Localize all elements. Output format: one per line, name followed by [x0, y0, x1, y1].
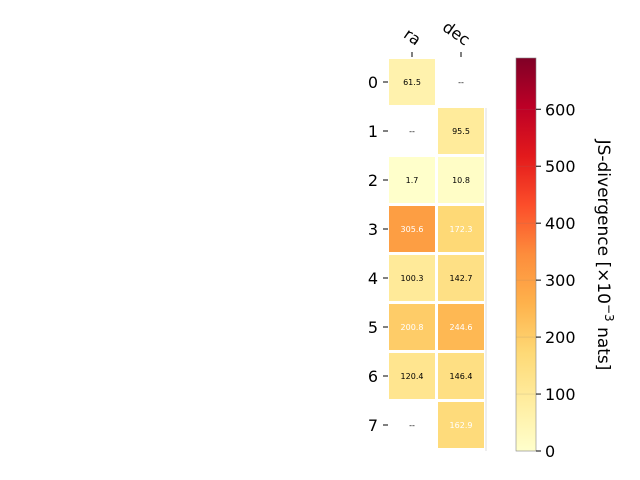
cell-value-label: 95.5 — [452, 127, 470, 136]
row-tick-label: 0 — [368, 73, 378, 92]
heatmap-cell — [438, 353, 484, 399]
colorbar-tick-label: 100 — [545, 385, 576, 404]
row-tick-label: 6 — [368, 367, 378, 386]
heatmap-cells: 61.5 -- -- 95.5 1.7 10.8 305.6 172.3 100.3 142.7 2… — [389, 59, 487, 451]
cell-value-label: -- — [458, 78, 464, 87]
heatmap-cell — [438, 206, 484, 252]
cell-value-label: 1.7 — [406, 176, 419, 185]
heatmap-cell — [389, 304, 435, 350]
colorbar-tick-label: 0 — [545, 442, 555, 461]
row-tick-labels: 0 1 2 3 4 5 6 7 — [368, 73, 388, 435]
cell-value-label: 162.9 — [450, 421, 473, 430]
cell-value-label: 172.3 — [450, 225, 473, 234]
cell-value-label: -- — [409, 421, 415, 430]
column-tick-label: dec — [439, 17, 473, 49]
colorbar: 0 100 200 300 400 500 600 JS-divergence [×10−3… — [515, 57, 616, 461]
colorbar-tick-label: 200 — [545, 328, 576, 347]
heatmap-cell — [389, 59, 435, 105]
row-tick-label: 2 — [368, 171, 378, 190]
row-tick-label: 1 — [368, 122, 378, 141]
heatmap-cell — [438, 304, 484, 350]
cell-value-label: 61.5 — [403, 78, 421, 87]
colorbar-tick-label: 600 — [545, 100, 576, 119]
colorbar-ticks: 0 100 200 300 400 500 600 — [516, 100, 576, 461]
heatmap-cell — [438, 108, 484, 154]
column-tick-label: ra — [400, 24, 424, 49]
colorbar-tick-label: 300 — [545, 271, 576, 290]
cell-value-label: -- — [409, 127, 415, 136]
row-tick-label: 3 — [368, 220, 378, 239]
cell-value-label: 146.4 — [450, 372, 473, 381]
heatmap-cell — [389, 206, 435, 252]
heatmap-cell — [389, 353, 435, 399]
row-tick-label: 4 — [368, 269, 378, 288]
heatmap-cell — [438, 402, 484, 448]
heatmap-cell — [389, 157, 435, 203]
colorbar-label-suffix: nats] — [593, 322, 613, 371]
colorbar-label-exponent: −3 — [602, 304, 616, 322]
row-tick-label: 5 — [368, 318, 378, 337]
cell-value-label: 10.8 — [452, 176, 470, 185]
colorbar-gradient — [515, 57, 537, 452]
row-tick-label: 7 — [368, 416, 378, 435]
heatmap-cell — [438, 157, 484, 203]
cell-value-label: 200.8 — [401, 323, 424, 332]
cell-value-label: 120.4 — [401, 372, 424, 381]
colorbar-label: JS-divergence [×10−3 nats] — [593, 139, 616, 371]
cell-value-label: 100.3 — [401, 274, 424, 283]
colorbar-tick-label: 500 — [545, 157, 576, 176]
cell-value-label: 142.7 — [450, 274, 473, 283]
cell-value-label: 244.6 — [450, 323, 473, 332]
cell-value-label: 305.6 — [401, 225, 424, 234]
column-tick-labels: ra dec — [400, 17, 474, 57]
colorbar-tick-label: 400 — [545, 214, 576, 233]
heatmap-cell — [389, 255, 435, 301]
heatmap-cell — [438, 255, 484, 301]
